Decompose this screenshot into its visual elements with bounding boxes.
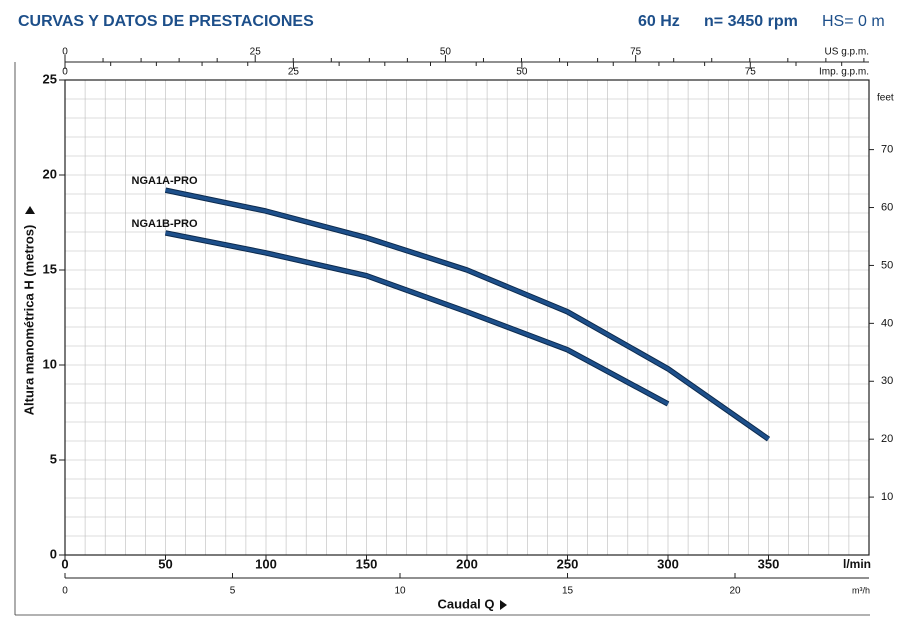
x-tick-label: 100 xyxy=(255,556,277,571)
series-line-inner xyxy=(165,231,669,406)
x-tick-label: 200 xyxy=(456,556,478,571)
series-label: NGA1B-PRO xyxy=(132,218,198,230)
series-line xyxy=(164,230,670,407)
y-tick-label: 15 xyxy=(43,261,57,276)
x-unit: l/min xyxy=(843,557,871,571)
y2-tick-label: 70 xyxy=(881,144,893,156)
frequency: 60 Hz xyxy=(638,13,680,30)
y2-tick-label: 10 xyxy=(881,491,893,503)
x-arrow xyxy=(500,600,507,610)
m3h-tick-label: 10 xyxy=(394,586,406,597)
top-tick-label: 75 xyxy=(745,67,757,78)
y2-axis-label: feet xyxy=(877,93,894,104)
top-tick-label: 50 xyxy=(440,47,452,58)
y-axis-label: Altura manométrica H (metros) xyxy=(21,225,36,416)
y-tick-label: 20 xyxy=(43,166,57,181)
series-line-inner xyxy=(165,188,770,441)
x-axis-label: Caudal Q xyxy=(437,596,494,611)
top-tick-label: 0 xyxy=(62,47,68,58)
y-tick-label: 25 xyxy=(43,71,57,86)
top-tick-label: 75 xyxy=(630,47,642,58)
y2-tick-label: 40 xyxy=(881,317,893,329)
y-tick-label: 10 xyxy=(43,356,57,371)
y2-tick-label: 30 xyxy=(881,375,893,387)
x-tick-label: 50 xyxy=(158,556,172,571)
y2-tick-label: 60 xyxy=(881,201,893,213)
top-tick-label: 25 xyxy=(288,67,300,78)
y-tick-label: 5 xyxy=(50,451,57,466)
m3h-tick-label: 15 xyxy=(562,586,574,597)
x-tick-label: 250 xyxy=(557,556,579,571)
x-tick-label: 350 xyxy=(758,556,780,571)
x-tick-label: 300 xyxy=(657,556,679,571)
m3h-tick-label: 20 xyxy=(729,586,741,597)
chart-title: CURVAS Y DATOS DE PRESTACIONES xyxy=(18,13,314,30)
m3h-label: m³/h xyxy=(852,585,870,595)
y-tick-label: 0 xyxy=(50,546,57,561)
x-tick-label: 0 xyxy=(61,556,68,571)
top-axis-label: Imp. g.p.m. xyxy=(819,67,869,78)
top-tick-label: 25 xyxy=(250,47,262,58)
m3h-tick-label: 5 xyxy=(230,586,236,597)
top-tick-label: 50 xyxy=(516,67,528,78)
suction: HS= 0 m xyxy=(822,13,885,30)
y-arrow xyxy=(25,206,35,214)
top-tick-label: 0 xyxy=(62,67,68,78)
y2-tick-label: 50 xyxy=(881,259,893,271)
x-tick-label: 150 xyxy=(356,556,378,571)
top-axis-label: US g.p.m. xyxy=(825,47,869,58)
y2-tick-label: 20 xyxy=(881,433,893,445)
m3h-tick-label: 0 xyxy=(62,586,68,597)
speed: n= 3450 rpm xyxy=(704,13,798,30)
series-label: NGA1A-PRO xyxy=(132,175,198,187)
